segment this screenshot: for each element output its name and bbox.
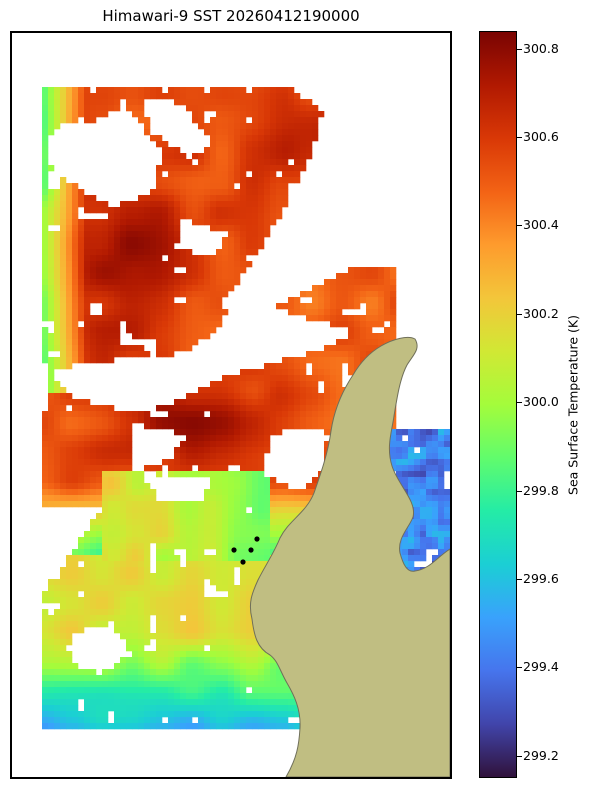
colorbar-tick [517,225,522,226]
station-marker [254,536,260,542]
colorbar-tick-label: 300.0 [523,394,559,409]
station-marker [240,559,246,565]
colorbar-tick-label: 300.4 [523,217,559,232]
colorbar [479,31,517,778]
colorbar-label: Sea Surface Temperature (K) [565,315,581,495]
colorbar-tick [517,756,522,757]
colorbar-tick-label: 300.8 [523,41,559,56]
colorbar-tick-label: 299.4 [523,659,559,674]
map-title: Himawari-9 SST 20260412190000 [102,7,360,25]
colorbar-tick [517,314,522,315]
colorbar-tick-label: 299.6 [523,571,559,586]
station-marker [248,547,254,553]
station-marker [231,547,237,553]
colorbar-tick [517,491,522,492]
station-markers [231,536,260,565]
colorbar-tick [517,667,522,668]
colorbar-tick-label: 300.6 [523,129,559,144]
colorbar-tick-label: 299.2 [523,748,559,763]
colorbar-tick-label: 299.8 [523,483,559,498]
colorbar-tick [517,402,522,403]
colorbar-tick [517,579,522,580]
land-mass [249,336,450,777]
colorbar-tick [517,137,522,138]
sst-map [42,87,450,777]
colorbar-tick [517,49,522,50]
map-panel [10,31,452,779]
colorbar-tick-label: 300.2 [523,306,559,321]
